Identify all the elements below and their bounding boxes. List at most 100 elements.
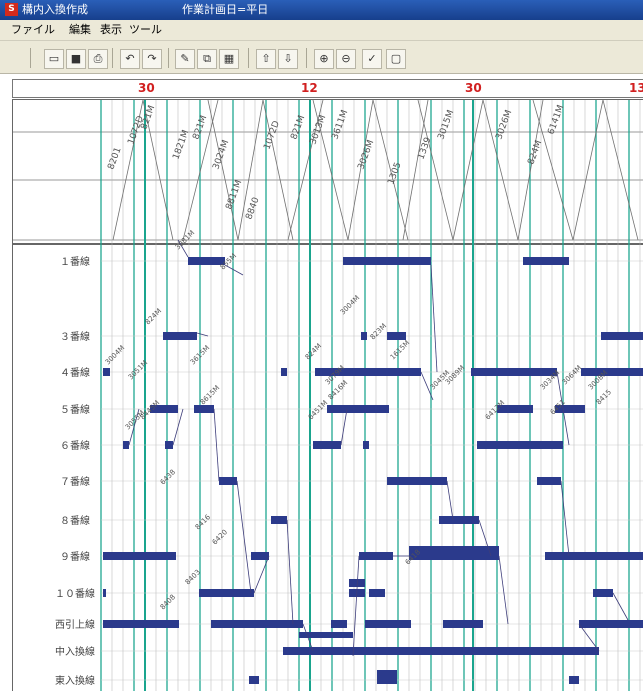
occupancy-bar[interactable] — [219, 477, 237, 485]
occupancy-bar[interactable] — [315, 368, 421, 376]
occupancy-bar[interactable] — [387, 477, 447, 485]
occupancy-bar[interactable] — [497, 405, 533, 413]
track-label: ３番線 — [60, 330, 90, 343]
occupancy-bar[interactable] — [593, 589, 613, 597]
occupancy-bar[interactable] — [409, 552, 499, 560]
occupancy-bar[interactable] — [251, 552, 269, 560]
train-line — [517, 100, 544, 241]
occupancy-bar[interactable] — [103, 368, 110, 376]
occupancy-bar[interactable] — [249, 676, 259, 684]
train-number-label: 3013M — [308, 114, 328, 146]
toolbar-separator — [306, 48, 307, 68]
track-label: ９番線 — [60, 550, 90, 563]
occupancy-bar[interactable] — [601, 332, 643, 340]
occupancy-bar[interactable] — [369, 589, 385, 597]
move-down-button[interactable]: ⇩ — [278, 49, 298, 69]
zoom-out-button[interactable]: ⊖ — [336, 49, 356, 69]
train-number-label: 8811M — [224, 179, 244, 211]
occupancy-bar[interactable] — [188, 257, 225, 265]
grid-icon: ▦ — [223, 52, 235, 65]
train-line — [312, 100, 349, 241]
print-button[interactable]: ⎙ — [88, 49, 108, 69]
occupancy-bar[interactable] — [555, 405, 585, 413]
occupancy-bar[interactable] — [581, 368, 643, 376]
folder-open-icon: ▭ — [48, 52, 60, 65]
occupancy-bar[interactable] — [477, 441, 563, 449]
occupancy-bar[interactable] — [579, 620, 643, 628]
occupancy-bar[interactable] — [327, 405, 389, 413]
occupancy-bar[interactable] — [343, 257, 431, 265]
occupancy-bar[interactable] — [123, 441, 129, 449]
occupancy-bar[interactable] — [211, 620, 303, 628]
check-button[interactable]: ✓ — [362, 49, 382, 69]
app-title: 構内入換作成 — [22, 3, 88, 16]
edit-button[interactable]: ✎ — [175, 49, 195, 69]
occupancy-bar[interactable] — [194, 405, 214, 413]
occupancy-bar[interactable] — [199, 589, 254, 597]
occupancy-bar[interactable] — [471, 368, 557, 376]
occupancy-bar[interactable] — [377, 676, 397, 684]
train-line — [482, 100, 519, 241]
undo-icon: ↶ — [125, 52, 135, 65]
arrow-up-icon: ⇧ — [261, 52, 271, 65]
occupancy-bar[interactable] — [365, 620, 411, 628]
undo-button[interactable]: ↶ — [120, 49, 140, 69]
occupancy-bar[interactable] — [150, 405, 178, 413]
occupancy-bar[interactable] — [569, 676, 579, 684]
move-line — [352, 555, 360, 657]
move-line — [340, 408, 348, 446]
occupancy-bar[interactable] — [103, 620, 179, 628]
move-line — [430, 264, 438, 373]
train-line — [347, 100, 374, 241]
menu-file[interactable]: ファイル — [11, 23, 55, 36]
grid-button[interactable]: ▦ — [219, 49, 239, 69]
copy-button[interactable]: ⧉ — [197, 49, 217, 69]
occupancy-bar[interactable] — [271, 516, 287, 524]
copy-icon: ⧉ — [203, 52, 211, 65]
occupancy-bar[interactable] — [409, 546, 499, 552]
occupancy-bar[interactable] — [545, 552, 643, 560]
menu-tools[interactable]: ツール — [129, 23, 162, 36]
zoom-in-button[interactable]: ⊕ — [314, 49, 334, 69]
open-file-button[interactable]: ▭ — [44, 49, 64, 69]
occupancy-bar[interactable] — [359, 552, 393, 560]
occupancy-bar[interactable] — [103, 589, 106, 597]
occupancy-bar[interactable] — [363, 441, 369, 449]
occupancy-bar[interactable] — [377, 670, 397, 676]
page-button[interactable]: ▢ — [386, 49, 406, 69]
occupancy-bar[interactable] — [331, 620, 347, 628]
time-ruler: 30 12 30 13 — [12, 79, 643, 98]
train-number-label: 824M — [526, 139, 544, 166]
occupancy-bar[interactable] — [439, 516, 479, 524]
move-label: 823M — [369, 322, 388, 341]
toolbar-separator — [112, 48, 113, 68]
occupancy-bar[interactable] — [163, 332, 197, 340]
occupancy-bar[interactable] — [537, 477, 561, 485]
occupancy-bar[interactable] — [165, 441, 173, 449]
track-label: ４番線 — [60, 366, 90, 379]
occupancy-bar[interactable] — [313, 441, 341, 449]
move-line — [213, 408, 220, 482]
menu-view[interactable]: 表示 — [100, 23, 122, 36]
train-number-label: 8201 — [106, 146, 123, 171]
occupancy-bar[interactable] — [103, 552, 176, 560]
track-label: ７番線 — [60, 475, 90, 488]
occupancy-bar[interactable] — [361, 332, 367, 340]
occupancy-bar[interactable] — [281, 368, 287, 376]
save-button[interactable]: ■ — [66, 49, 86, 69]
occupancy-bar[interactable] — [523, 257, 569, 265]
move-label: 1615M — [389, 339, 412, 362]
occupancy-bar[interactable] — [283, 647, 599, 655]
floppy-icon: ■ — [70, 52, 82, 65]
move-label: 824M — [144, 307, 163, 326]
redo-button[interactable]: ↷ — [142, 49, 162, 69]
occupancy-bar[interactable] — [387, 332, 406, 340]
occupancy-bar[interactable] — [299, 632, 353, 638]
menu-edit[interactable]: 編集 — [69, 23, 91, 36]
shunting-chart[interactable]: 8201 1072D 821M 1821M 821M 3024M 8811M 8840 1072… — [12, 99, 643, 691]
occupancy-bar[interactable] — [443, 620, 483, 628]
train-line — [532, 100, 574, 241]
move-up-button[interactable]: ⇧ — [256, 49, 276, 69]
train-number-label: 3024M — [211, 139, 231, 171]
